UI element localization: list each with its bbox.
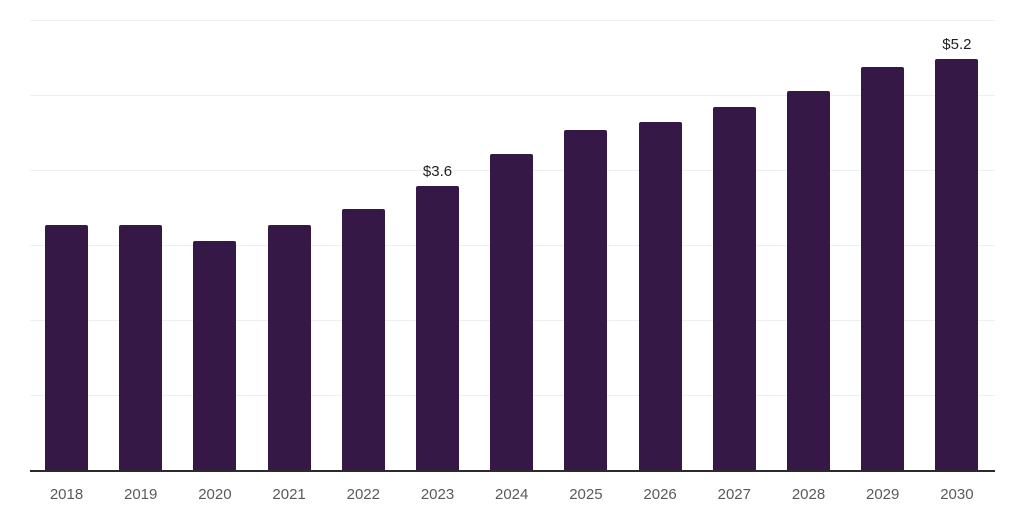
bar-group[interactable] — [861, 0, 905, 470]
bar[interactable] — [416, 185, 459, 470]
x-tick-label-2019: 2019 — [124, 486, 158, 503]
bar[interactable] — [935, 59, 979, 470]
gridline — [30, 94, 995, 96]
x-axis-line — [30, 470, 995, 472]
bar[interactable] — [787, 90, 830, 470]
x-tick-label-2023: 2023 — [420, 486, 455, 503]
bar[interactable] — [712, 106, 756, 470]
bar-group[interactable]: $3.6 — [416, 0, 459, 470]
x-tick-label-2025: 2025 — [569, 486, 603, 503]
bar-group[interactable] — [490, 0, 534, 470]
bar-value-label: $5.2 — [942, 36, 972, 54]
x-tick-label-2024: 2024 — [495, 486, 529, 503]
x-tick-label-2027: 2027 — [717, 486, 751, 503]
bar-group[interactable] — [564, 0, 608, 470]
x-axis-labels: 2018 2019 2020 2021 2022 2023 2024 2025 2026 2027… — [0, 479, 1024, 512]
bar-group[interactable] — [638, 0, 682, 470]
bar-group[interactable] — [787, 0, 830, 470]
bar-group[interactable] — [193, 0, 237, 470]
bar[interactable] — [564, 130, 608, 470]
x-tick-label-2029: 2029 — [866, 486, 900, 503]
gridline — [30, 19, 995, 21]
bar[interactable] — [638, 122, 682, 470]
plot-area: $3.6 $5.2 — [45, 0, 979, 470]
x-tick-label-2028: 2028 — [791, 486, 826, 503]
x-tick-label-2022: 2022 — [346, 486, 380, 503]
bar-value-label: $3.6 — [422, 162, 453, 180]
bar[interactable] — [119, 225, 163, 470]
bar[interactable] — [267, 225, 311, 470]
x-tick-label-2030: 2030 — [940, 486, 974, 503]
x-tick-label-2020: 2020 — [198, 486, 232, 503]
bar-group[interactable] — [45, 0, 88, 470]
bar-group[interactable] — [119, 0, 163, 470]
bar-group[interactable] — [341, 0, 385, 470]
bar-group[interactable] — [712, 0, 756, 470]
bar-group[interactable]: $5.2 — [935, 0, 979, 470]
bar[interactable] — [193, 240, 237, 470]
bar[interactable] — [490, 154, 534, 470]
bar[interactable] — [45, 225, 88, 470]
bar[interactable] — [341, 209, 385, 470]
x-tick-label-2021: 2021 — [272, 486, 306, 503]
x-tick-label-2026: 2026 — [643, 486, 677, 503]
bar[interactable] — [861, 67, 905, 470]
bar-group[interactable] — [267, 0, 311, 470]
x-tick-label-2018: 2018 — [49, 486, 84, 503]
